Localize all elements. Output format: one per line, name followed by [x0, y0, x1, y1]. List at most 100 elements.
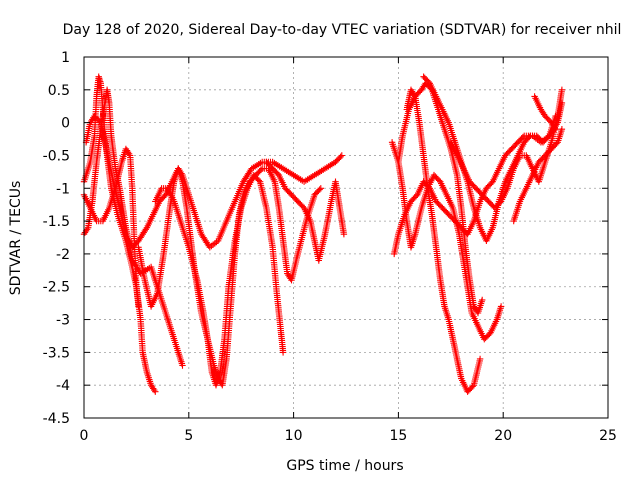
data-point	[445, 316, 456, 341]
data-point	[221, 285, 232, 343]
data-point	[407, 86, 418, 98]
data-point	[250, 171, 262, 184]
data-point	[332, 178, 343, 210]
data-point	[502, 147, 514, 159]
data-point	[175, 165, 186, 183]
data-point	[212, 370, 223, 389]
data-point	[481, 330, 493, 343]
data-point	[135, 226, 149, 244]
data-point	[279, 165, 296, 178]
data-point	[432, 198, 445, 210]
data-point	[158, 185, 169, 192]
data-point	[332, 153, 344, 166]
data-point	[489, 167, 502, 185]
data-point	[269, 158, 285, 171]
y-tick-label: -2.5	[43, 280, 70, 296]
data-point	[403, 88, 414, 113]
data-point	[154, 252, 167, 297]
data-point	[487, 318, 500, 336]
data-point	[179, 362, 186, 369]
data-point	[336, 204, 347, 236]
data-point	[95, 73, 104, 85]
data-point	[441, 126, 454, 151]
data-point	[497, 186, 510, 205]
data-point	[82, 121, 94, 146]
data-point	[548, 119, 558, 131]
data-point	[185, 244, 200, 282]
x-tick-label: 5	[184, 428, 193, 444]
data-point	[106, 158, 117, 183]
data-point	[269, 244, 280, 295]
series-track-6	[152, 171, 287, 389]
data-point	[170, 198, 183, 223]
data-point	[106, 99, 115, 137]
data-point	[300, 204, 313, 223]
data-point	[279, 349, 287, 356]
data-point	[112, 165, 123, 190]
data-point	[535, 153, 548, 166]
data-point	[453, 171, 465, 210]
data-point	[338, 152, 345, 159]
data-point	[447, 139, 460, 157]
data-point	[437, 277, 448, 308]
data-point	[277, 329, 287, 354]
data-point	[248, 159, 264, 172]
data-point	[317, 185, 324, 192]
data-marks	[80, 73, 566, 395]
data-point	[223, 305, 234, 363]
x-tick-label: 15	[389, 428, 407, 444]
data-point	[273, 290, 284, 334]
data-point	[399, 108, 412, 139]
data-point	[194, 277, 207, 315]
data-point	[263, 158, 275, 171]
data-point	[449, 336, 460, 361]
data-point	[294, 198, 306, 210]
series-track-11	[403, 86, 484, 395]
data-point	[516, 186, 529, 205]
data-point	[462, 244, 473, 282]
data-point	[147, 292, 160, 310]
data-point	[93, 128, 104, 166]
y-tick-label: -0.5	[43, 148, 70, 164]
data-point	[493, 305, 504, 323]
data-point	[99, 206, 112, 225]
data-point	[470, 357, 483, 389]
data-point	[135, 303, 142, 310]
y-tick-label: 1	[61, 50, 70, 66]
data-point	[558, 126, 566, 133]
grid	[84, 57, 608, 418]
data-point	[483, 179, 495, 192]
data-point	[432, 93, 445, 111]
data-point	[523, 173, 535, 192]
data-point	[439, 204, 451, 217]
data-point	[191, 211, 204, 236]
data-point	[428, 211, 440, 249]
data-point	[183, 204, 194, 242]
series-track-4	[82, 112, 345, 251]
data-point	[91, 112, 103, 125]
data-point	[504, 167, 517, 192]
y-tick-label: 0.5	[48, 83, 70, 99]
series-track-13	[447, 86, 566, 212]
data-point	[439, 106, 451, 124]
x-axis-label: GPS time / hours	[286, 458, 403, 474]
data-point	[464, 219, 477, 238]
data-point	[521, 133, 533, 146]
plot-frame	[83, 56, 609, 419]
x-tick-label: 25	[599, 428, 617, 444]
data-point	[554, 88, 565, 120]
data-point	[435, 106, 448, 131]
data-point	[129, 238, 141, 251]
data-point	[307, 217, 318, 242]
data-point	[453, 355, 465, 380]
data-point	[395, 134, 406, 166]
data-point	[269, 165, 281, 177]
data-point	[219, 357, 230, 389]
data-point	[479, 296, 486, 304]
y-tick-label: -1	[56, 181, 70, 197]
data-point	[531, 93, 544, 111]
y-tick-label: 0	[61, 116, 70, 132]
data-point	[321, 159, 337, 172]
data-point	[135, 244, 148, 282]
data-point	[460, 165, 472, 183]
